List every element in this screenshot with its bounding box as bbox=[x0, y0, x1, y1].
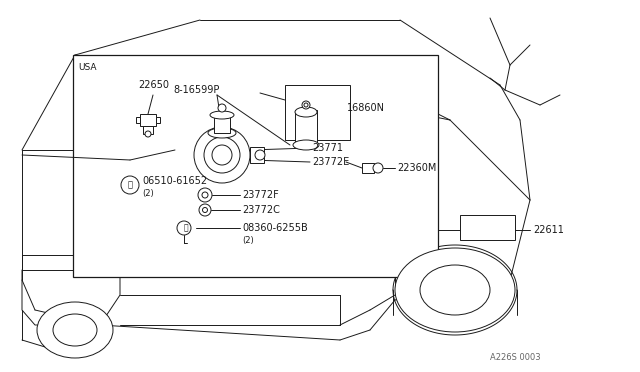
Circle shape bbox=[255, 150, 265, 160]
Bar bbox=[295, 110, 317, 145]
Bar bbox=[140, 114, 156, 126]
Bar bbox=[250, 147, 264, 163]
Circle shape bbox=[218, 104, 226, 112]
Circle shape bbox=[202, 192, 208, 198]
Text: USA: USA bbox=[78, 62, 97, 71]
Text: 08360-6255B: 08360-6255B bbox=[242, 223, 308, 233]
Circle shape bbox=[145, 131, 151, 137]
Bar bbox=[460, 215, 515, 240]
Circle shape bbox=[177, 221, 191, 235]
Ellipse shape bbox=[420, 265, 490, 315]
Circle shape bbox=[302, 101, 310, 109]
Bar bbox=[362, 163, 374, 173]
Text: 22611: 22611 bbox=[533, 225, 564, 235]
Ellipse shape bbox=[295, 107, 317, 117]
Circle shape bbox=[194, 127, 250, 183]
Circle shape bbox=[373, 163, 383, 173]
Text: Ⓢ: Ⓢ bbox=[127, 180, 132, 189]
Circle shape bbox=[212, 145, 232, 165]
Bar bbox=[214, 115, 230, 133]
Bar bbox=[136, 117, 140, 123]
Bar bbox=[285, 85, 350, 140]
Text: 8-16599P: 8-16599P bbox=[173, 85, 220, 95]
Text: 23771: 23771 bbox=[312, 143, 343, 153]
Ellipse shape bbox=[395, 248, 515, 332]
Text: 23772C: 23772C bbox=[242, 205, 280, 215]
Circle shape bbox=[121, 176, 139, 194]
Ellipse shape bbox=[53, 314, 97, 346]
Bar bbox=[156, 117, 160, 123]
Circle shape bbox=[199, 204, 211, 216]
Text: A226S 0003: A226S 0003 bbox=[490, 353, 541, 362]
Text: 06510-61652: 06510-61652 bbox=[142, 176, 207, 186]
Bar bbox=[143, 126, 153, 134]
Text: 16860N: 16860N bbox=[347, 103, 385, 113]
Text: 22650: 22650 bbox=[138, 80, 169, 90]
Ellipse shape bbox=[208, 128, 236, 138]
Ellipse shape bbox=[293, 140, 319, 150]
Text: 23772F: 23772F bbox=[242, 190, 279, 200]
Circle shape bbox=[204, 137, 240, 173]
Text: (2): (2) bbox=[242, 235, 253, 244]
Circle shape bbox=[304, 103, 308, 107]
Text: 22360M: 22360M bbox=[397, 163, 436, 173]
Text: (2): (2) bbox=[142, 189, 154, 198]
Circle shape bbox=[202, 208, 207, 212]
Text: 23772E: 23772E bbox=[312, 157, 349, 167]
Circle shape bbox=[198, 188, 212, 202]
Text: Ⓢ: Ⓢ bbox=[184, 224, 188, 232]
Ellipse shape bbox=[210, 111, 234, 119]
Ellipse shape bbox=[37, 302, 113, 358]
Bar bbox=[73, 55, 438, 277]
